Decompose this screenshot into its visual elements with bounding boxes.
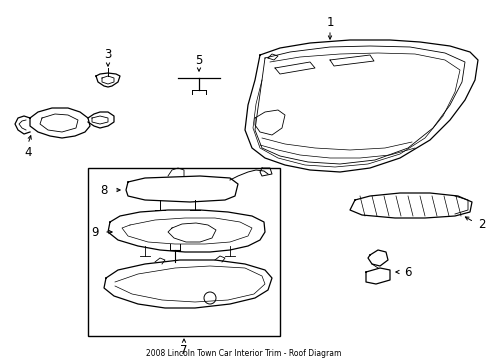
Text: 8: 8 (100, 184, 107, 197)
Text: 7: 7 (180, 343, 187, 356)
Text: 2: 2 (477, 219, 485, 231)
Text: 5: 5 (195, 54, 202, 67)
Text: 3: 3 (104, 49, 111, 62)
Text: 2008 Lincoln Town Car Interior Trim - Roof Diagram: 2008 Lincoln Town Car Interior Trim - Ro… (146, 349, 341, 358)
Text: 4: 4 (24, 145, 32, 158)
Text: 1: 1 (325, 15, 333, 28)
Text: 9: 9 (91, 225, 99, 238)
Bar (88, 168, 280, 336)
Text: 6: 6 (404, 266, 411, 279)
